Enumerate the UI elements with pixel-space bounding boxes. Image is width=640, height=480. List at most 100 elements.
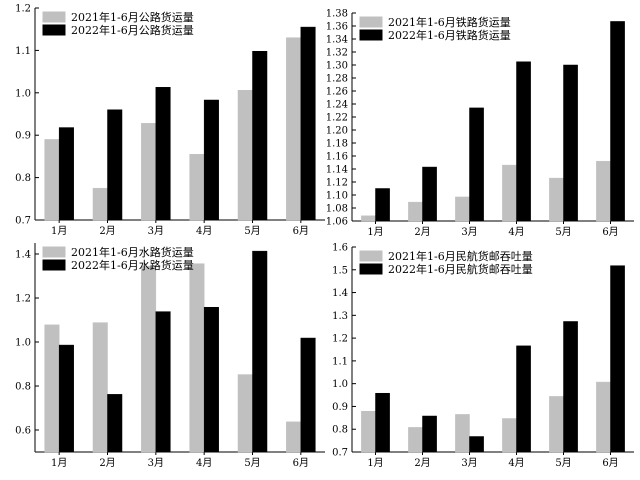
y-tick-label: 1.2 (332, 334, 348, 345)
bar-2021-4 (502, 164, 517, 222)
x-tick-label: 6月 (293, 457, 309, 469)
bar-2021-5 (549, 177, 564, 222)
x-tick-label: 3月 (148, 457, 164, 469)
y-tick-label: 1.38 (326, 9, 348, 20)
x-tick-label: 5月 (244, 225, 260, 237)
y-tick-label: 1.2 (15, 294, 31, 305)
chart-panel-air: 0.7 0.8 0.9 1.0 1.1 1.2 1.3 1.4 1.5 1.6 1月 2月 3月 4月 5月… (332, 243, 634, 469)
y-tick-label: 1.24 (326, 100, 348, 111)
bar-2022-6 (610, 21, 625, 222)
bar-2021-6 (596, 381, 611, 453)
bar-2021-3 (455, 196, 470, 222)
y-tick-label: 1.10 (326, 191, 348, 202)
y-tick-label: 1.12 (326, 178, 348, 189)
bar-2021-3 (141, 265, 157, 453)
x-tick-label: 4月 (508, 457, 524, 469)
y-tick-label: 1.06 (326, 217, 348, 228)
bar-2022-4 (203, 99, 219, 221)
y-tick-label: 0.8 (15, 382, 31, 393)
y-tick-label: 1.0 (15, 338, 31, 349)
y-tick-label: 0.9 (15, 131, 31, 142)
legend-label: 2021年1-6月公路货运量 (71, 10, 194, 24)
x-tick-label: 6月 (293, 225, 309, 237)
x-tick-label: 5月 (555, 226, 571, 238)
bar-2022-2 (107, 109, 123, 221)
bar-2022-4 (516, 345, 531, 453)
y-tick-label: 0.8 (332, 425, 348, 436)
bar-2022-3 (155, 311, 171, 453)
bar-2022-2 (422, 166, 437, 222)
bar-2022-1 (375, 392, 390, 453)
bar-2022-4 (516, 61, 531, 222)
y-tick-label: 1.34 (326, 35, 348, 46)
bar-2022-5 (252, 250, 268, 453)
bar-2022-4 (203, 306, 219, 453)
y-tick-label: 1.36 (326, 22, 348, 33)
x-tick-label: 6月 (602, 457, 618, 469)
bar-2022-3 (469, 436, 484, 453)
bar-2021-5 (237, 90, 253, 221)
bar-2021-1 (44, 324, 60, 453)
bar-2021-4 (189, 154, 205, 221)
y-tick-label: 1.4 (332, 288, 348, 299)
y-tick-label: 0.7 (332, 448, 348, 459)
x-tick-label: 1月 (367, 457, 383, 469)
y-tick-label: 1.20 (326, 126, 348, 137)
legend-swatch (359, 250, 383, 262)
y-tick-label: 1.3 (332, 311, 348, 322)
legend-label: 2021年1-6月民航货邮吞吐量 (388, 249, 533, 263)
y-tick-label: 1.18 (326, 139, 348, 150)
y-tick-label: 1.14 (326, 165, 348, 176)
bar-2022-3 (155, 87, 171, 221)
bar-2021-1 (361, 215, 376, 222)
bar-2021-1 (361, 410, 376, 453)
x-tick-label: 5月 (555, 457, 571, 469)
y-tick-label: 0.6 (15, 426, 31, 437)
legend-swatch (42, 11, 66, 23)
y-tick-label: 1.26 (326, 87, 348, 98)
bar-2022-6 (610, 265, 625, 453)
x-tick-label: 2月 (99, 225, 115, 237)
x-tick-label: 4月 (508, 226, 524, 238)
chart-panel-road: 0.7 0.8 0.9 1.0 1.1 1.2 1月 2月 3月 4月 5月 6月 2021年1-6月公… (15, 4, 325, 237)
y-tick-label: 1.4 (15, 250, 31, 261)
x-tick-label: 2月 (99, 457, 115, 469)
bar-2021-3 (455, 414, 470, 453)
bar-2022-1 (58, 344, 74, 453)
bar-2022-2 (107, 394, 123, 453)
y-tick-label: 1.0 (332, 379, 348, 390)
bar-2022-1 (375, 188, 390, 222)
y-tick-label: 1.0 (15, 88, 31, 99)
x-tick-label: 2月 (414, 226, 430, 238)
x-tick-label: 1月 (51, 225, 67, 237)
legend-swatch (42, 246, 66, 258)
x-tick-label: 1月 (51, 457, 67, 469)
y-tick-label: 1.32 (326, 48, 348, 59)
y-tick-label: 1.22 (326, 113, 348, 124)
bar-2021-6 (286, 421, 302, 453)
y-tick-label: 1.28 (326, 74, 348, 85)
bar-2021-2 (408, 201, 423, 222)
bar-2022-1 (58, 127, 74, 221)
x-tick-label: 5月 (244, 457, 260, 469)
bar-2021-2 (92, 187, 108, 221)
x-tick-label: 4月 (196, 457, 212, 469)
y-tick-label: 0.9 (332, 402, 348, 413)
legend-label: 2022年1-6月铁路货运量 (388, 28, 511, 42)
bar-2022-5 (252, 50, 268, 221)
bar-2021-4 (502, 418, 517, 453)
x-tick-label: 3月 (461, 457, 477, 469)
y-tick-label: 1.6 (332, 243, 348, 254)
chart-panel-rail: 1.06 1.08 1.10 1.12 1.14 1.16 1.18 1.20 1.22 1.24… (326, 9, 634, 238)
bar-2021-5 (549, 396, 564, 453)
y-tick-label: 1.16 (326, 152, 348, 163)
y-tick-label: 0.8 (15, 173, 31, 184)
y-tick-label: 1.08 (326, 204, 348, 215)
legend-label: 2021年1-6月水路货运量 (71, 245, 194, 259)
legend-swatch (42, 24, 66, 36)
legend-swatch (359, 29, 383, 41)
legend-swatch (359, 16, 383, 28)
legend-label: 2022年1-6月民航货邮吞吐量 (388, 262, 533, 276)
y-tick-label: 1.5 (332, 265, 348, 276)
